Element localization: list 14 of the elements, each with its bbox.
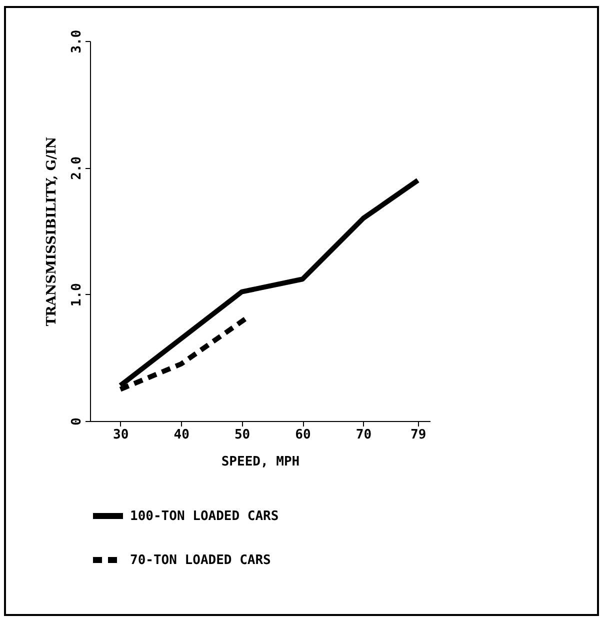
x-tick-label: 60	[295, 428, 311, 442]
y-tick-label: 1.0	[70, 282, 84, 307]
y-tick-label: 2.0	[70, 156, 84, 180]
legend-label: 70-TON LOADED CARS	[130, 553, 272, 568]
x-axis-title: SPEED, MPH	[221, 454, 300, 470]
y-tick-label: 3.0	[70, 30, 84, 54]
x-tick-label: 79	[410, 428, 426, 442]
x-tick-label: 70	[356, 428, 372, 442]
legend-label: 100-TON LOADED CARS	[130, 509, 279, 524]
y-axis-title: TRANSMISSIBILITY, G/IN	[44, 136, 60, 326]
x-tick-label: 30	[113, 428, 129, 442]
y-tick-label: 0	[70, 417, 84, 426]
x-tick-label: 50	[234, 428, 250, 442]
x-tick-label: 40	[174, 428, 190, 442]
